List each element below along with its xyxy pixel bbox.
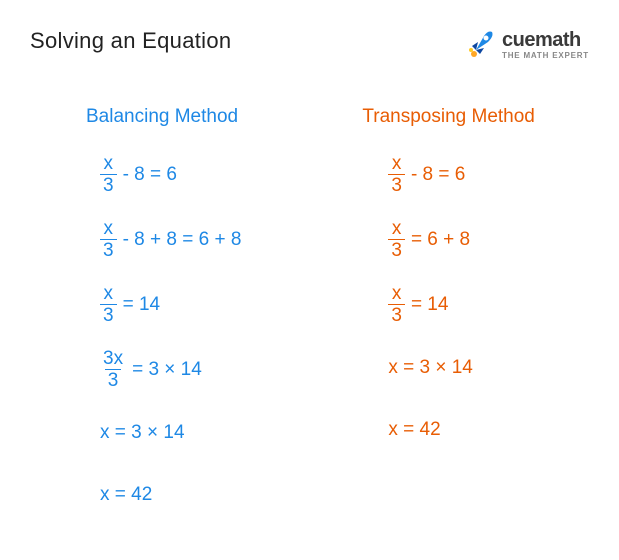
equation-rest: = 3 × 14 xyxy=(132,359,202,381)
fraction-numerator: x xyxy=(389,284,405,304)
fraction-denominator: 3 xyxy=(388,304,405,325)
fraction: x3 xyxy=(100,154,117,195)
logo-sub: THE MATH EXPERT xyxy=(502,52,589,60)
transposing-column: Transposing Method x3- 8 = 6x3= 6 + 8x3=… xyxy=(362,106,589,538)
rocket-icon xyxy=(462,28,496,62)
equation-rest: = 6 + 8 xyxy=(411,229,470,251)
page-title: Solving an Equation xyxy=(30,28,231,54)
equation-rest: = 14 xyxy=(411,294,449,316)
equation-step: x = 42 xyxy=(362,411,589,449)
fraction: x3 xyxy=(388,154,405,195)
fraction-denominator: 3 xyxy=(105,369,122,390)
equation-step: 3x3 = 3 × 14 xyxy=(86,349,332,390)
header: Solving an Equation cuemath THE MATH EXP… xyxy=(30,28,589,62)
fraction-numerator: x xyxy=(389,219,405,239)
equation-rest: - 8 = 6 xyxy=(123,164,177,186)
equation-plain: x = 3 × 14 xyxy=(388,357,473,379)
equation-step: x = 42 xyxy=(86,476,332,514)
equation-rest: - 8 + 8 = 6 + 8 xyxy=(123,229,242,251)
fraction-denominator: 3 xyxy=(388,239,405,260)
equation-step: x3 = 14 xyxy=(362,284,589,325)
fraction-denominator: 3 xyxy=(100,174,117,195)
fraction-numerator: x xyxy=(389,154,405,174)
equation-step: x = 3 × 14 xyxy=(362,349,589,387)
fraction-denominator: 3 xyxy=(100,239,117,260)
fraction-numerator: x xyxy=(101,154,117,174)
transposing-steps: x3- 8 = 6x3= 6 + 8x3= 14x = 3 × 14x = 42 xyxy=(362,154,589,473)
balancing-heading: Balancing Method xyxy=(86,106,332,128)
equation-step: x = 3 × 14 xyxy=(86,414,332,452)
equation-step: x3 - 8 = 6 xyxy=(86,154,332,195)
equation-plain: x = 42 xyxy=(100,484,152,506)
equation-rest: = 14 xyxy=(123,294,161,316)
equation-plain: x = 42 xyxy=(388,419,440,441)
logo-main: cuemath xyxy=(502,30,589,50)
fraction-denominator: 3 xyxy=(388,174,405,195)
equation-step: x3 = 6 + 8 xyxy=(362,219,589,260)
fraction: x3 xyxy=(388,284,405,325)
transposing-heading: Transposing Method xyxy=(362,106,589,128)
logo: cuemath THE MATH EXPERT xyxy=(462,28,589,62)
equation-rest: - 8 = 6 xyxy=(411,164,465,186)
fraction-numerator: 3x xyxy=(100,349,126,369)
equation-step: x3 = 14 xyxy=(86,284,332,325)
fraction: x3 xyxy=(100,284,117,325)
equation-plain: x = 3 × 14 xyxy=(100,422,185,444)
logo-text: cuemath THE MATH EXPERT xyxy=(502,30,589,60)
fraction: x3 xyxy=(100,219,117,260)
balancing-column: Balancing Method x3- 8 = 6x3- 8 + 8 = 6 … xyxy=(86,106,332,538)
fraction: x3 xyxy=(388,219,405,260)
equation-step: x3 - 8 + 8 = 6 + 8 xyxy=(86,219,332,260)
fraction: 3x3 xyxy=(100,349,126,390)
fraction-numerator: x xyxy=(101,284,117,304)
equation-step: x3 - 8 = 6 xyxy=(362,154,589,195)
fraction-numerator: x xyxy=(101,219,117,239)
balancing-steps: x3- 8 = 6x3- 8 + 8 = 6 + 8x3= 143x3= 3 ×… xyxy=(86,154,332,538)
content: Balancing Method x3- 8 = 6x3- 8 + 8 = 6 … xyxy=(30,106,589,538)
fraction-denominator: 3 xyxy=(100,304,117,325)
